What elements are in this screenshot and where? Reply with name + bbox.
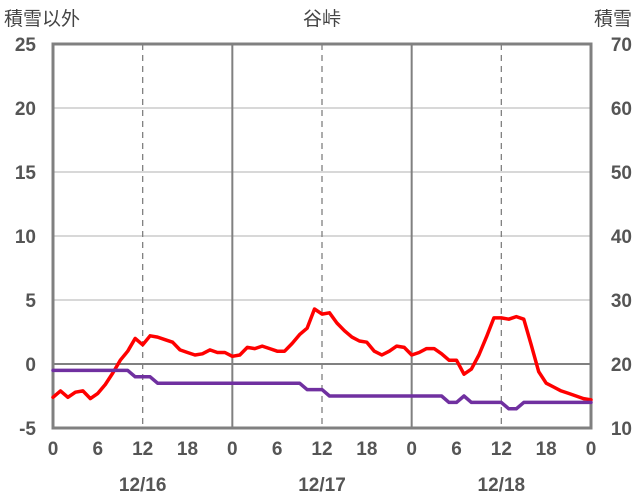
y-right-tick-label: 50 bbox=[611, 163, 632, 184]
series-line-purple bbox=[51, 368, 593, 411]
x-tick-label: 18 bbox=[356, 439, 377, 460]
date-labels: 12/16 12/17 12/18 bbox=[119, 475, 525, 496]
x-tick-label: 6 bbox=[451, 439, 462, 460]
y-left-tick-label: 20 bbox=[15, 99, 36, 120]
y-left-tick-label: 15 bbox=[15, 163, 37, 184]
y-left-tick-label: 0 bbox=[25, 355, 36, 376]
y-right-tick-label: 10 bbox=[611, 419, 632, 440]
y-left-tick-label: 10 bbox=[15, 227, 36, 248]
date-label: 12/18 bbox=[478, 475, 526, 496]
series-group bbox=[51, 307, 593, 411]
date-label: 12/17 bbox=[298, 475, 346, 496]
x-tick-label: 6 bbox=[93, 439, 104, 460]
y-right-tick-label: 40 bbox=[611, 227, 632, 248]
chart-title: 谷峠 bbox=[303, 8, 341, 30]
x-tick-label: 18 bbox=[536, 439, 557, 460]
x-tick-label: 12 bbox=[311, 439, 332, 460]
x-tick-label: 6 bbox=[272, 439, 283, 460]
series-line-red bbox=[51, 307, 593, 402]
x-tick-label: 0 bbox=[227, 439, 238, 460]
y-right-tick-label: 70 bbox=[611, 35, 632, 56]
y-left-tick-label: 25 bbox=[15, 35, 37, 56]
y-right-axis-label: 積雪 bbox=[594, 8, 632, 30]
y-left-tick-label: -5 bbox=[19, 419, 36, 440]
x-tick-label: 12 bbox=[491, 439, 512, 460]
y-right-tick-label: 20 bbox=[611, 355, 632, 376]
y-right-ticks: 10 20 30 40 50 60 70 bbox=[611, 35, 632, 440]
y-right-tick-label: 60 bbox=[611, 99, 632, 120]
y-right-tick-label: 30 bbox=[611, 291, 632, 312]
y-left-axis-label: 積雪以外 bbox=[4, 8, 80, 30]
plot-frame bbox=[51, 42, 593, 430]
y-left-ticks: -5 0 5 10 15 20 25 bbox=[15, 35, 37, 440]
date-label: 12/16 bbox=[119, 475, 167, 496]
x-tick-label: 0 bbox=[586, 439, 597, 460]
x-tick-label: 0 bbox=[48, 439, 59, 460]
x-tick-label: 0 bbox=[406, 439, 417, 460]
grid bbox=[53, 44, 591, 428]
y-left-tick-label: 5 bbox=[25, 291, 36, 312]
x-ticks: 0 6 12 18 0 6 12 18 0 6 12 18 0 bbox=[48, 439, 597, 460]
x-tick-label: 12 bbox=[132, 439, 153, 460]
x-tick-label: 18 bbox=[177, 439, 198, 460]
